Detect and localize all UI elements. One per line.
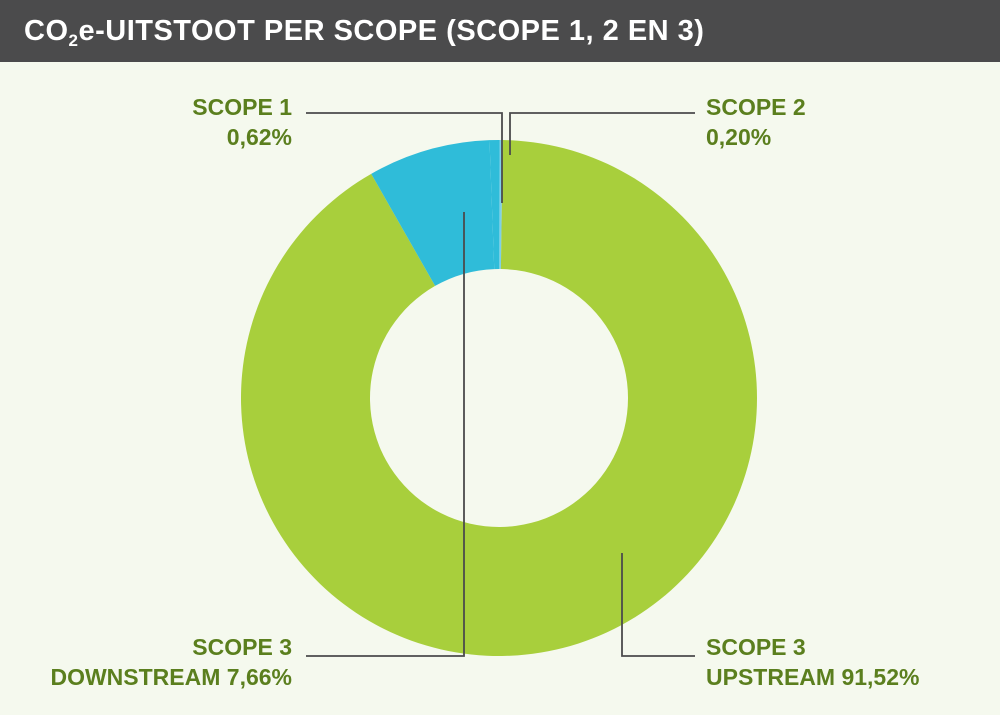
leader-line-scope-3-upstream	[621, 553, 695, 657]
label-subname: DOWNSTREAM	[50, 664, 226, 690]
label-scope-2: SCOPE 2 0,20%	[706, 94, 806, 150]
label-scope-1: SCOPE 1 0,62%	[192, 94, 292, 150]
label-subname: UPSTREAM	[706, 664, 841, 690]
label-line-2: DOWNSTREAM 7,66%	[50, 664, 292, 690]
slice-scope-3-upstream	[240, 140, 757, 657]
title-prefix: CO	[24, 15, 69, 47]
label-scope-3-downstream: SCOPE 3 DOWNSTREAM 7,66%	[50, 634, 292, 690]
title-subscript: 2	[68, 31, 79, 50]
label-name: SCOPE 2	[706, 94, 806, 120]
title-suffix: e-UITSTOOT PER SCOPE (SCOPE 1, 2 EN 3)	[78, 15, 705, 47]
label-line-2: 0,62%	[227, 124, 292, 150]
label-scope-3-upstream: SCOPE 3 UPSTREAM 91,52%	[706, 634, 919, 690]
label-value: 7,66%	[227, 664, 292, 690]
leader-line-scope-1	[306, 112, 503, 203]
label-name: SCOPE 3	[706, 634, 806, 660]
donut-slices	[240, 140, 757, 657]
leader-line-scope-2	[509, 112, 695, 155]
label-value: 0,62%	[227, 124, 292, 150]
label-line-2: 0,20%	[706, 124, 771, 150]
leader-lines	[306, 112, 695, 657]
leader-line-scope-3-downstream	[306, 212, 465, 657]
label-name: SCOPE 3	[192, 634, 292, 660]
chart-title: CO2e-UITSTOOT PER SCOPE (SCOPE 1, 2 EN 3…	[0, 0, 1000, 62]
slice-labels: SCOPE 2 0,20%SCOPE 3 UPSTREAM 91,52%SCOPE …	[50, 94, 919, 690]
slice-scope-1	[489, 140, 500, 270]
label-line-2: UPSTREAM 91,52%	[706, 664, 919, 690]
label-value: 0,20%	[706, 124, 771, 150]
label-value: 91,52%	[841, 664, 919, 690]
label-name: SCOPE 1	[192, 94, 292, 120]
